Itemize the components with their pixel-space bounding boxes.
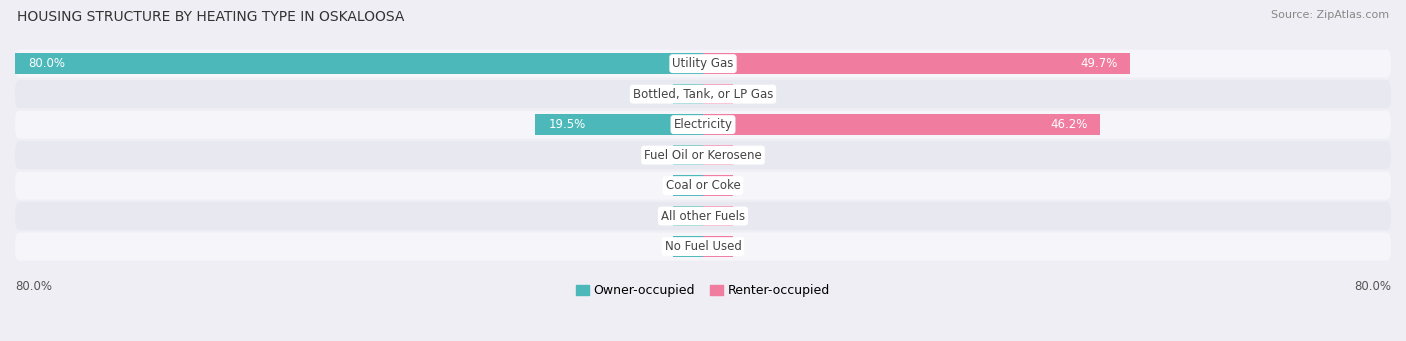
Text: 46.2%: 46.2% — [1050, 118, 1087, 131]
Bar — [673, 145, 703, 165]
Bar — [703, 114, 1101, 135]
Text: 0.0%: 0.0% — [686, 179, 716, 192]
FancyBboxPatch shape — [15, 233, 1391, 261]
Text: 80.0%: 80.0% — [28, 57, 65, 70]
FancyBboxPatch shape — [15, 49, 1391, 78]
FancyBboxPatch shape — [15, 80, 1391, 108]
Text: 2.6%: 2.6% — [690, 88, 720, 101]
Text: 0.0%: 0.0% — [690, 210, 720, 223]
Text: 0.0%: 0.0% — [690, 179, 720, 192]
Text: Coal or Coke: Coal or Coke — [665, 179, 741, 192]
Bar — [703, 84, 733, 104]
Bar — [703, 175, 733, 196]
Text: 19.5%: 19.5% — [548, 118, 585, 131]
Bar — [703, 53, 1130, 74]
Bar — [673, 84, 703, 104]
FancyBboxPatch shape — [15, 141, 1391, 169]
Bar — [536, 114, 703, 135]
Text: 0.0%: 0.0% — [686, 240, 716, 253]
Text: 0.34%: 0.34% — [686, 210, 723, 223]
Bar — [703, 145, 733, 165]
Text: Electricity: Electricity — [673, 118, 733, 131]
FancyBboxPatch shape — [15, 172, 1391, 199]
Bar — [15, 53, 703, 74]
Text: Fuel Oil or Kerosene: Fuel Oil or Kerosene — [644, 149, 762, 162]
FancyBboxPatch shape — [15, 202, 1391, 230]
Bar — [673, 206, 703, 226]
Text: 0.0%: 0.0% — [690, 149, 720, 162]
Legend: Owner-occupied, Renter-occupied: Owner-occupied, Renter-occupied — [571, 279, 835, 302]
FancyBboxPatch shape — [15, 110, 1391, 139]
Bar — [703, 206, 733, 226]
Bar — [673, 236, 703, 257]
Text: 0.0%: 0.0% — [686, 149, 716, 162]
Text: 80.0%: 80.0% — [15, 280, 52, 293]
Text: 49.7%: 49.7% — [1080, 57, 1118, 70]
Text: 1.4%: 1.4% — [690, 240, 720, 253]
Text: 0.22%: 0.22% — [686, 88, 723, 101]
Text: All other Fuels: All other Fuels — [661, 210, 745, 223]
Text: Source: ZipAtlas.com: Source: ZipAtlas.com — [1271, 10, 1389, 20]
Text: No Fuel Used: No Fuel Used — [665, 240, 741, 253]
Text: Utility Gas: Utility Gas — [672, 57, 734, 70]
Text: 80.0%: 80.0% — [1354, 280, 1391, 293]
Text: Bottled, Tank, or LP Gas: Bottled, Tank, or LP Gas — [633, 88, 773, 101]
Bar — [703, 236, 733, 257]
Text: HOUSING STRUCTURE BY HEATING TYPE IN OSKALOOSA: HOUSING STRUCTURE BY HEATING TYPE IN OSK… — [17, 10, 405, 24]
Bar — [673, 175, 703, 196]
